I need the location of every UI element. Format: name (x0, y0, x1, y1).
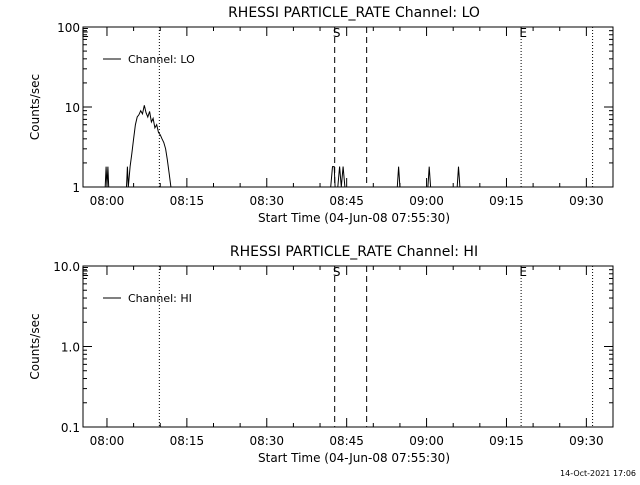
y-tick-label: 1.0 (61, 341, 80, 355)
x-tick-label: 09:30 (569, 434, 604, 448)
y-axis-label: Counts/sec (28, 313, 42, 379)
x-axis-label: Start Time (04-Jun-08 07:55:30) (258, 451, 450, 465)
y-tick-label: 10.0 (53, 260, 80, 274)
chart-title: RHESSI PARTICLE_RATE Channel: HI (230, 244, 478, 260)
plot-frame (82, 265, 614, 428)
marker-label: E (81, 26, 89, 40)
chart-2: RHESSI PARTICLE_RATE Channel: HI 0.1 1.0 10… (28, 244, 614, 465)
y-tick-label: 100 (57, 21, 80, 35)
legend: Channel: LO (103, 53, 195, 66)
legend: Channel: HI (103, 292, 192, 305)
x-tick-label: 08:30 (249, 194, 284, 208)
x-tick-label: 09:30 (569, 194, 604, 208)
y-axis-label: Counts/sec (28, 74, 42, 140)
chart-1: RHESSI PARTICLE_RATE Channel: LO 1 10 100 Co… (28, 5, 614, 225)
x-tick-label: 08:30 (249, 434, 284, 448)
x-axis-label: Start Time (04-Jun-08 07:55:30) (258, 211, 450, 225)
marker-label: E (519, 265, 527, 279)
x-tick-label: 08:45 (329, 434, 364, 448)
x-tick-label: 09:15 (489, 194, 524, 208)
x-tick-label: 08:00 (90, 194, 125, 208)
marker-label: E (519, 26, 527, 40)
y-tick-label: 0.1 (61, 421, 80, 435)
legend-label: Channel: LO (128, 53, 195, 66)
footer-timestamp: 14-Oct-2021 17:06 (560, 469, 636, 478)
marker-label: S (333, 265, 341, 279)
y-tick-label: 1 (72, 181, 80, 195)
marker-label: S (333, 26, 341, 40)
legend-label: Channel: HI (128, 292, 192, 305)
x-tick-label: 09:15 (489, 434, 524, 448)
x-tick-label: 08:15 (170, 434, 205, 448)
chart-title: RHESSI PARTICLE_RATE Channel: LO (228, 5, 480, 21)
x-tick-label: 09:00 (409, 194, 444, 208)
plot-frame (82, 26, 614, 188)
series-line (83, 105, 613, 188)
x-tick-label: 08:45 (329, 194, 364, 208)
x-tick-label: 08:00 (90, 434, 125, 448)
y-tick-label: 10 (65, 101, 80, 115)
marker-label: E (81, 265, 89, 279)
x-tick-label: 08:15 (170, 194, 205, 208)
x-tick-label: 09:00 (409, 434, 444, 448)
